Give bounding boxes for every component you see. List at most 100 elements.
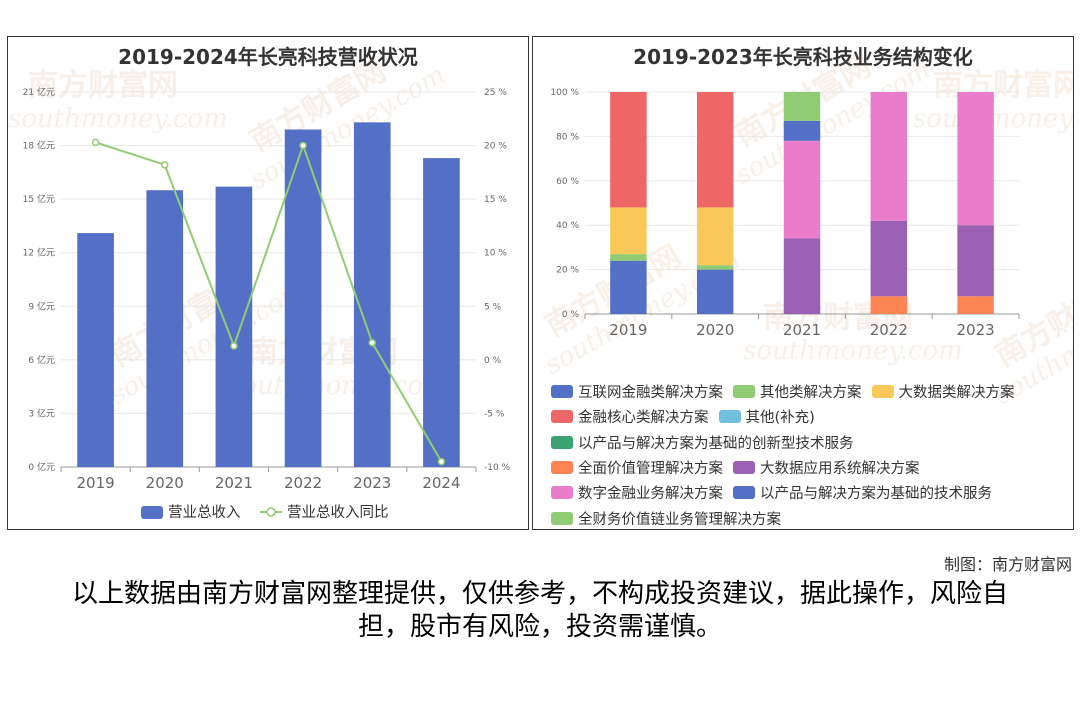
y-left-tick-label: 0 亿元 (28, 461, 55, 473)
legend-item: 以产品与解决方案为基础的技术服务 (733, 482, 992, 503)
stack-segment (783, 120, 821, 141)
yoy-point (161, 161, 169, 169)
legend-label: 全面价值管理解决方案 (578, 461, 723, 478)
legend-item: 大数据类解决方案 (871, 381, 1015, 402)
legend-label: 以产品与解决方案为基础的技术服务 (760, 486, 992, 503)
legend-label: 数字金融业务解决方案 (578, 486, 723, 503)
yoy-point (299, 141, 307, 150)
revenue-chart-svg: 南方财富网southmoney.com南方财富网southmoney.com南方… (8, 54, 511, 521)
x-tick-label: 2020 (696, 321, 734, 339)
yoy-line (95, 141, 443, 463)
y-right-tick-label: 10 % (484, 249, 507, 259)
stack-segment (783, 140, 821, 239)
legend-item: 其他(补充) (718, 406, 815, 427)
legend-swatch (733, 461, 755, 475)
yoy-point (230, 342, 238, 350)
watermark-text: southmoney.com (228, 371, 448, 401)
y-right-tick-label: 25 % (484, 88, 507, 98)
stack-segment (610, 254, 647, 261)
legend-label: 其他(补充) (745, 410, 815, 427)
stack-segment (696, 269, 734, 314)
legend-label: 大数据应用系统解决方案 (760, 461, 920, 478)
y-right-tick-label: -5 % (484, 409, 505, 419)
x-tick-label: 2024 (422, 474, 460, 492)
legend-label: 以产品与解决方案为基础的创新型技术服务 (578, 435, 854, 452)
legend-swatch-yoy-dot (266, 507, 276, 517)
legend-label: 互联网金融类解决方案 (578, 385, 723, 402)
x-tick-label: 2023 (957, 321, 995, 339)
legend-item: 全财务价值链业务管理解决方案 (551, 508, 781, 529)
y-right-tick-label: 5 % (484, 302, 502, 312)
business-structure-legend: 互联网金融类解决方案 其他类解决方案 大数据类解决方案金融核心类解决方案 其他(补充)… (551, 379, 1025, 529)
y-tick-label: 100 % (550, 88, 579, 98)
stack-segment (610, 260, 647, 314)
legend-item: 以产品与解决方案为基础的创新型技术服务 (551, 432, 854, 453)
disclaimer-text: 以上数据由南方财富网整理提供，仅供参考，不构成投资建议，据此操作，风险自担，股市… (71, 579, 1008, 642)
yoy-point (437, 457, 446, 466)
stack-segment (783, 92, 821, 121)
revenue-bar (215, 186, 253, 467)
legend-label: 其他类解决方案 (760, 385, 862, 402)
revenue-chart-panel: 2019-2024年长亮科技营收状况 南方财富网 southmoney.com 南方… (7, 36, 529, 530)
legend-swatch (551, 410, 573, 424)
stack-segment (870, 296, 908, 314)
legend-item: 全面价值管理解决方案 (551, 457, 723, 478)
legend-label: 全财务价值链业务管理解决方案 (578, 511, 781, 528)
legend-swatch (551, 461, 573, 475)
revenue-chart-title: 2019-2024年长亮科技营收状况 (118, 45, 418, 69)
legend-row: 以产品与解决方案为基础的创新型技术服务 (551, 430, 1025, 455)
business-structure-chart-svg: 南方财富网southmoney.com南方财富网southmoney.com南方… (540, 49, 1074, 411)
stack-segment (957, 296, 994, 314)
x-tick-label: 2019 (76, 474, 114, 492)
revenue-bar (353, 122, 391, 467)
revenue-bar (77, 233, 114, 467)
y-left-tick-label: 6 亿元 (28, 354, 55, 366)
legend-label: 金融核心类解决方案 (578, 410, 709, 427)
legend-item: 互联网金融类解决方案 (551, 381, 723, 402)
stack-segment (696, 207, 734, 266)
legend-swatch (733, 486, 755, 500)
legend-row: 金融核心类解决方案 其他(补充) (551, 404, 1025, 429)
x-tick-label: 2020 (146, 474, 184, 492)
x-tick-label: 2019 (609, 321, 647, 339)
stack-segment (870, 92, 908, 221)
y-left-tick-label: 12 亿元 (23, 247, 55, 259)
legend-row: 全财务价值链业务管理解决方案 (551, 505, 1025, 529)
x-tick-label: 2022 (284, 474, 322, 492)
y-tick-label: 0 % (562, 310, 580, 320)
stack-segment (870, 220, 908, 297)
y-right-tick-label: 15 % (484, 195, 507, 205)
legend-swatch (551, 435, 573, 449)
y-left-tick-label: 3 亿元 (28, 407, 55, 419)
legend-item: 金融核心类解决方案 (551, 406, 709, 427)
legend-label-revenue: 营业总收入 (168, 504, 241, 521)
legend-item: 其他类解决方案 (733, 381, 862, 402)
legend-swatch-revenue (141, 506, 163, 519)
business-structure-chart-title: 2019-2023年长亮科技业务结构变化 (633, 45, 973, 69)
yoy-point (91, 138, 100, 147)
watermark-text: southmoney.com (743, 336, 963, 366)
legend-swatch (718, 410, 741, 424)
y-right-tick-label: 20 % (484, 142, 507, 152)
legend-swatch (551, 486, 573, 500)
revenue-bar (146, 190, 184, 467)
legend-swatch (733, 385, 755, 399)
y-right-tick-label: 0 % (484, 356, 502, 366)
legend-label: 大数据类解决方案 (898, 385, 1015, 402)
stack-segment (957, 225, 994, 297)
y-tick-label: 20 % (556, 266, 579, 276)
stack-segment (610, 92, 647, 208)
x-tick-label: 2021 (783, 321, 821, 339)
y-tick-label: 40 % (556, 221, 579, 231)
watermark-text: 南方财富网 (28, 68, 178, 103)
x-tick-label: 2022 (870, 321, 908, 339)
legend-swatch (871, 385, 894, 399)
legend-swatch (551, 385, 573, 399)
yoy-point (368, 338, 376, 347)
legend-swatch (551, 511, 573, 525)
x-tick-label: 2023 (353, 474, 391, 492)
legend-item: 大数据应用系统解决方案 (733, 457, 920, 478)
business-structure-chart-panel: 2019-2023年长亮科技业务结构变化 南方财富网 southmoney.com… (532, 36, 1074, 530)
legend-item: 数字金融业务解决方案 (551, 482, 723, 503)
revenue-legend: 营业总收入 营业总收入同比 (141, 504, 389, 521)
